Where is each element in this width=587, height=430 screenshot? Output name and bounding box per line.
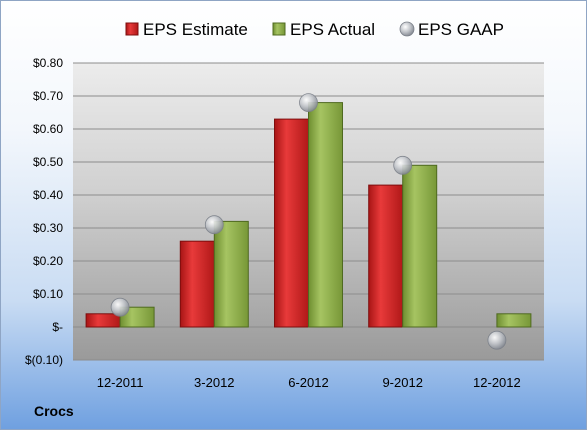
x-tick-label: 9-2012 [382, 375, 422, 390]
bar-eps-actual [496, 313, 532, 328]
legend-label: EPS Estimate [143, 20, 248, 39]
y-tick-label: $0.50 [33, 155, 63, 169]
y-axis-ticks: $0.80 $0.70 $0.60 $0.50 $0.40 $0.30 $0.20 $0.10… [25, 56, 63, 367]
bar-eps-estimate [274, 118, 309, 328]
bar-eps-estimate [85, 313, 121, 328]
y-tick-label: $0.60 [33, 122, 63, 136]
x-axis-ticks: 12-2011 3-2012 6-2012 9-2012 12-2012 [97, 375, 521, 390]
legend-swatch [125, 22, 139, 36]
gaap-markers [110, 93, 507, 350]
y-tick-label: $0.30 [33, 221, 63, 235]
legend-label: EPS GAAP [418, 20, 504, 39]
x-tick-label: 12-2011 [97, 375, 144, 390]
legend: EPS Estimate EPS Actual EPS GAAP [125, 20, 504, 39]
marker-eps-gaap [393, 155, 413, 175]
bar-eps-actual [308, 102, 343, 328]
marker-eps-gaap [204, 215, 224, 235]
y-tick-label: $0.20 [33, 254, 63, 268]
legend-label: EPS Actual [290, 20, 375, 39]
company-name: Crocs [34, 403, 74, 419]
x-tick-label: 3-2012 [194, 375, 234, 390]
x-tick-label: 12-2012 [473, 375, 521, 390]
y-tick-label: $0.80 [33, 56, 63, 70]
legend-swatch [399, 21, 415, 37]
bar-eps-estimate [179, 240, 215, 328]
bar-eps-estimate [368, 184, 404, 328]
x-tick-label: 6-2012 [288, 375, 328, 390]
marker-eps-gaap [110, 297, 130, 317]
legend-swatch [272, 22, 286, 36]
bar-eps-actual [119, 306, 155, 328]
y-tick-label: $0.40 [33, 188, 63, 202]
marker-eps-gaap [487, 330, 507, 350]
y-tick-label: $0.10 [33, 287, 63, 301]
bar-eps-actual [213, 220, 249, 328]
marker-eps-gaap [299, 93, 318, 112]
y-tick-label: $(0.10) [25, 353, 63, 367]
bars [85, 102, 532, 328]
bar-eps-actual [402, 164, 438, 328]
y-tick-label: $- [52, 320, 63, 334]
y-tick-label: $0.70 [33, 89, 63, 103]
